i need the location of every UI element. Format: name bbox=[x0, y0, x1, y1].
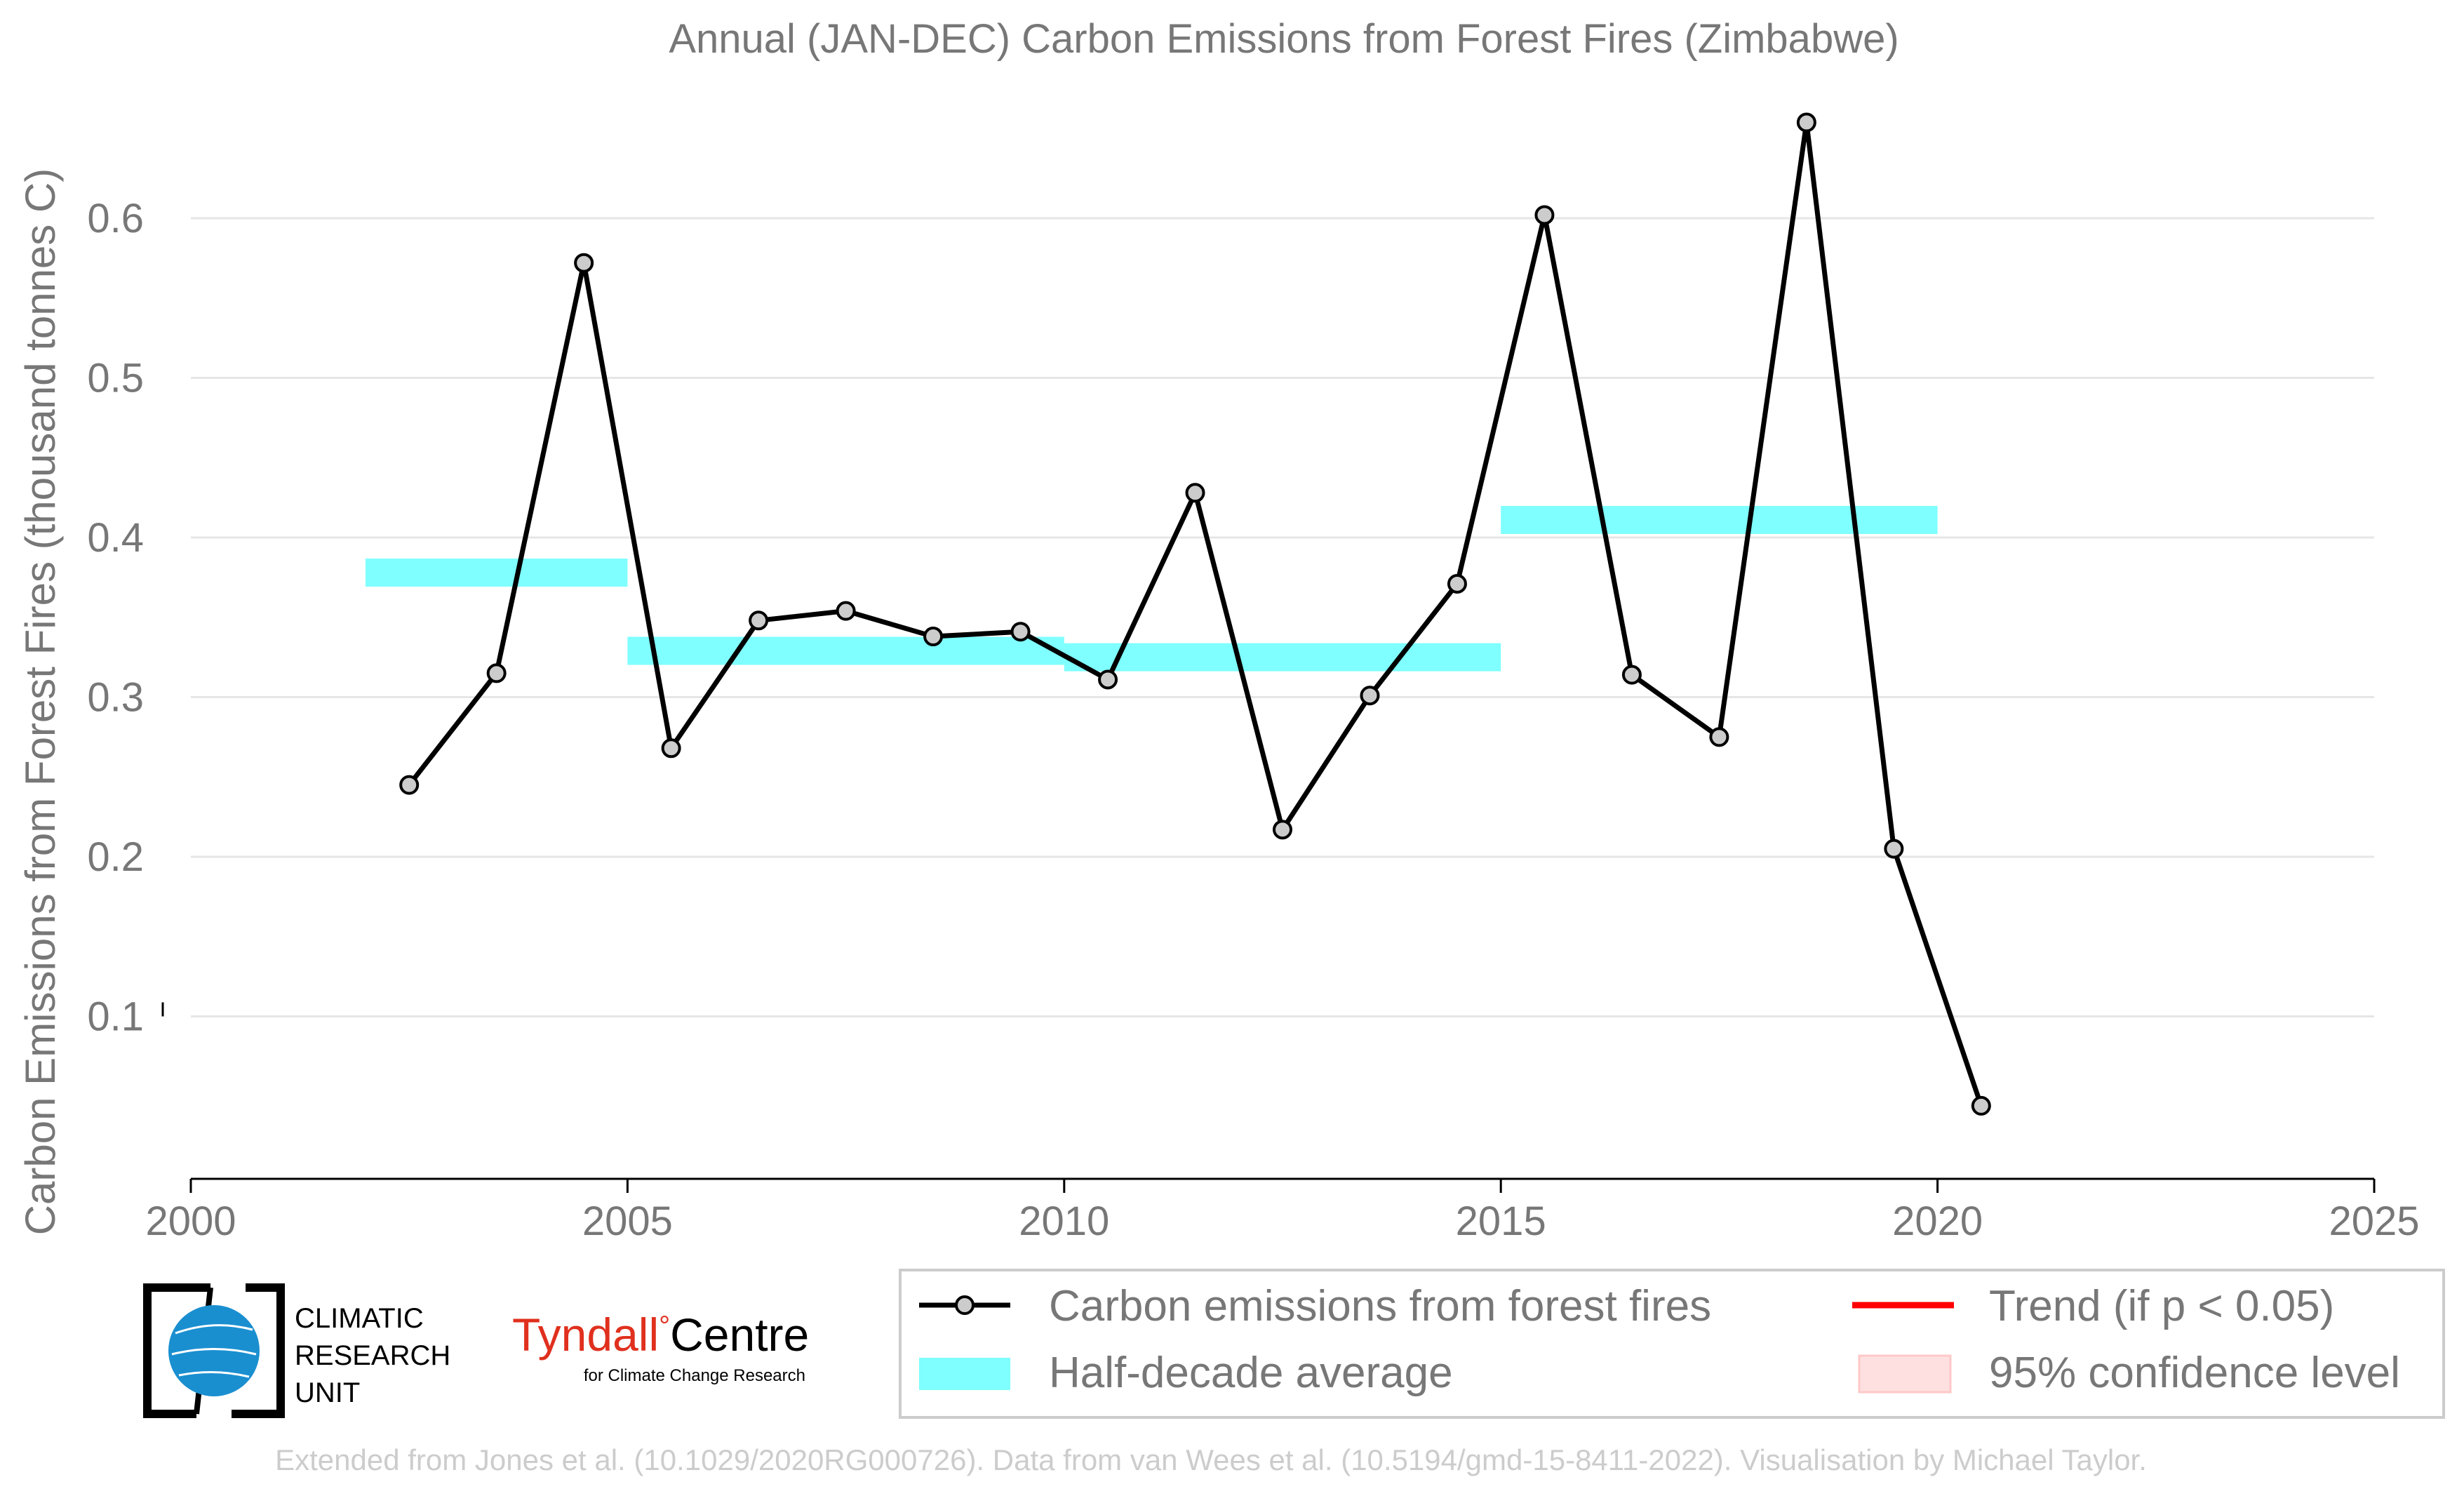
tyndall-logo: Tyndall°Centre for Climate Change Resear… bbox=[512, 1309, 809, 1385]
legend: Carbon emissions from forest fires Trend… bbox=[899, 1269, 2445, 1419]
footer-credits: Extended from Jones et al. (10.1029/2020… bbox=[275, 1443, 2147, 1476]
half-decade-average-bars bbox=[365, 505, 1938, 672]
data-point bbox=[1098, 669, 1118, 690]
legend-label-emissions: Carbon emissions from forest fires bbox=[1049, 1282, 1711, 1330]
data-point bbox=[1534, 205, 1555, 225]
tyndall-logo-centre: Centre bbox=[670, 1309, 809, 1361]
data-point bbox=[1709, 727, 1729, 747]
tyndall-logo-text: Tyndall°Centre bbox=[512, 1309, 809, 1361]
legend-swatch-half-decade bbox=[919, 1358, 1010, 1390]
half-decade-bar-2 bbox=[1064, 643, 1501, 672]
x-tick-label: 2015 bbox=[1456, 1198, 1546, 1244]
tyndall-logo-sub: for Climate Change Research bbox=[584, 1366, 805, 1385]
y-tick-label: 0.4 bbox=[87, 515, 144, 561]
legend-label-confidence: 95% confidence level bbox=[1989, 1349, 2400, 1397]
data-point bbox=[661, 738, 681, 759]
data-point bbox=[1447, 573, 1467, 594]
legend-label-half-decade: Half-decade average bbox=[1049, 1349, 1453, 1397]
data-point bbox=[923, 627, 944, 647]
globe-icon bbox=[168, 1305, 260, 1396]
half-decade-bar-1 bbox=[627, 636, 1064, 665]
legend-swatch-confidence bbox=[1858, 1354, 1952, 1394]
y-tick-label: 0.2 bbox=[87, 834, 144, 880]
data-markers bbox=[399, 112, 1991, 1116]
y-tick-label: 0.5 bbox=[87, 356, 144, 401]
data-point bbox=[1360, 686, 1380, 706]
x-tick-label: 2000 bbox=[145, 1198, 236, 1244]
data-point bbox=[1796, 112, 1816, 133]
globe-icon-lines bbox=[171, 1324, 257, 1378]
x-tick-label: 2010 bbox=[1019, 1198, 1109, 1244]
series-line bbox=[407, 120, 1984, 1107]
legend-swatch-emissions-marker bbox=[955, 1295, 975, 1315]
x-tick-label: 2025 bbox=[2329, 1198, 2419, 1244]
axes: 0.1 0.2 0.3 0.4 0.5 0.6 2000 2005 2010 2015 2020 20… bbox=[87, 196, 2419, 1244]
data-point bbox=[1621, 664, 1642, 685]
data-point bbox=[1971, 1095, 1991, 1116]
half-decade-bar-3 bbox=[1501, 505, 1938, 534]
data-point bbox=[1185, 483, 1205, 503]
tyndall-logo-main: Tyndall bbox=[512, 1309, 659, 1361]
half-decade-bar-0 bbox=[365, 559, 628, 587]
y-tick-label: 0.6 bbox=[87, 196, 144, 241]
chart-title: Annual (JAN-DEC) Carbon Emissions from F… bbox=[669, 16, 1899, 62]
cru-logo-text-2: RESEARCH bbox=[295, 1340, 450, 1371]
data-point bbox=[574, 253, 594, 273]
y-axis-label: Carbon Emissions from Forest Fires (thou… bbox=[17, 168, 64, 1236]
y-tick-label: 0.1 bbox=[87, 994, 144, 1040]
legend-frame bbox=[899, 1269, 2445, 1419]
cru-logo-text-1: CLIMATIC bbox=[295, 1303, 424, 1334]
gridlines bbox=[191, 217, 2374, 1017]
cru-logo-text-3: UNIT bbox=[295, 1377, 360, 1408]
cru-logo-frame bbox=[143, 1283, 285, 1418]
legend-label-trend: Trend (if p < 0.05) bbox=[1989, 1282, 2334, 1330]
data-point bbox=[1273, 820, 1292, 840]
x-tick-label: 2005 bbox=[582, 1198, 673, 1244]
tyndall-logo-degree: ° bbox=[659, 1311, 670, 1342]
data-point bbox=[836, 601, 856, 621]
x-tick-label: 2020 bbox=[1892, 1198, 1983, 1244]
data-point bbox=[1884, 839, 1904, 859]
y-tick-label: 0.3 bbox=[87, 675, 144, 721]
data-point bbox=[1010, 622, 1031, 642]
cru-logo: CLIMATIC RESEARCH UNIT bbox=[143, 1283, 450, 1418]
data-point bbox=[399, 775, 420, 795]
data-point bbox=[749, 610, 769, 631]
data-point bbox=[486, 663, 507, 683]
series-line-0 bbox=[407, 120, 1984, 1107]
